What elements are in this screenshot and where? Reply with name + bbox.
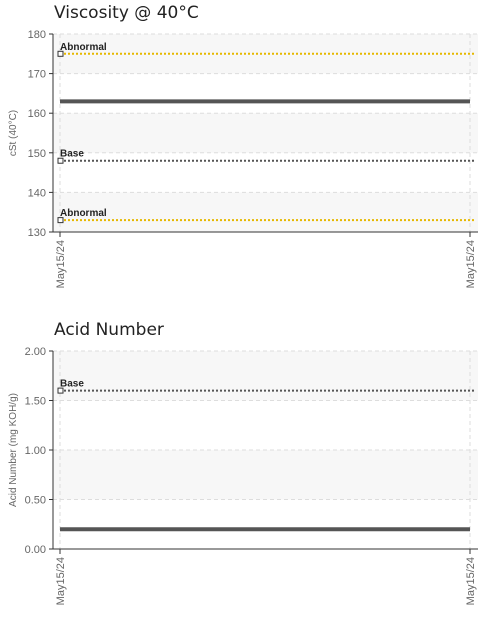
x-tick-label: May15/24 <box>55 240 67 288</box>
reference-line-label: Base <box>60 149 84 160</box>
background-band <box>53 113 478 153</box>
reference-marker <box>57 387 64 394</box>
reference-marker <box>57 50 64 57</box>
y-tick-label: 2.00 <box>25 346 46 358</box>
y-tick-label: 0.00 <box>25 544 46 556</box>
x-tick-label: May15/24 <box>465 557 477 605</box>
y-tick-label: 160 <box>28 108 46 120</box>
reference-line-label: Base <box>60 379 84 390</box>
x-tick-label: May15/24 <box>55 557 67 605</box>
background-band <box>53 192 478 232</box>
y-axis-label: cSt (40°C) <box>8 110 19 156</box>
viscosity-chart: 130 140 150 160 170 180 cSt (40°C) May15/24 May1… <box>8 29 478 288</box>
reference-line-label: Abnormal <box>60 42 107 53</box>
reference-line-label: Abnormal <box>60 208 107 219</box>
y-tick-label: 150 <box>28 148 46 160</box>
y-axis-label: Acid Number (mg KOH/g) <box>8 393 19 507</box>
background-band <box>53 351 478 401</box>
y-tick-label: 0.50 <box>25 495 46 507</box>
chart-title: Acid Number <box>54 320 164 340</box>
y-tick-label: 180 <box>28 29 46 41</box>
x-tick-label: May15/24 <box>465 240 477 288</box>
reference-marker <box>57 217 64 224</box>
y-tick-label: 170 <box>28 69 46 81</box>
y-tick-label: 1.00 <box>25 445 46 457</box>
reference-marker <box>57 157 64 164</box>
acid-number-chart: 0.00 0.50 1.00 1.50 2.00 Acid Number (mg KOH/… <box>8 346 478 605</box>
y-tick-label: 140 <box>28 187 46 199</box>
background-band <box>53 450 478 500</box>
y-tick-label: 130 <box>28 227 46 239</box>
chart-title: Viscosity @ 40°C <box>54 3 199 23</box>
y-tick-label: 1.50 <box>25 396 46 408</box>
